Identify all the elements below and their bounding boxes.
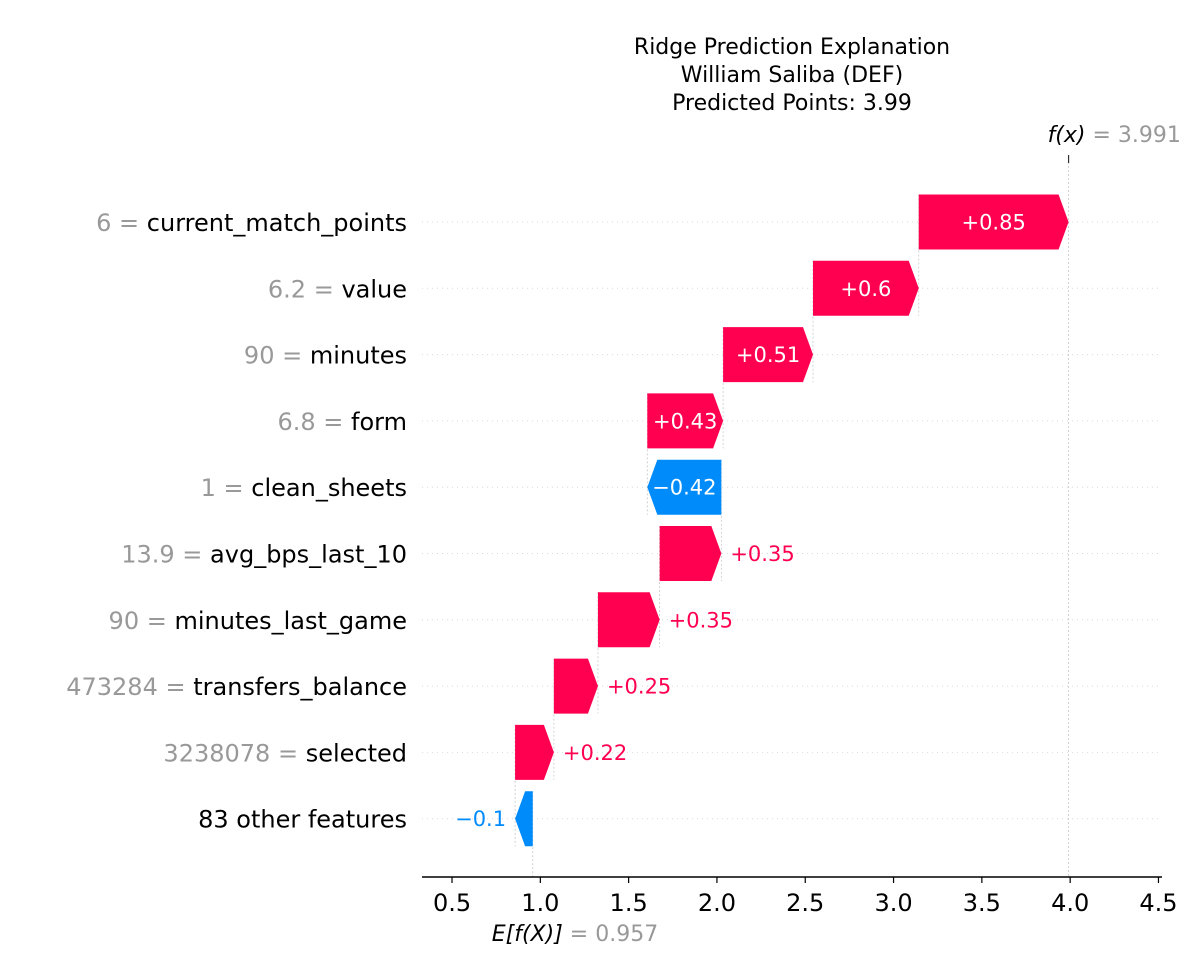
bar-value-label: +0.35 — [669, 608, 733, 632]
contribution-bars: +0.85 +0.6 +0.51 +0.43 −0.42 +0.35 +0.35 +0.25 +… — [455, 194, 1069, 847]
feature-label: 90 = minutes — [244, 342, 407, 370]
base-value-text: E[f(X)] = 0.957 — [492, 922, 658, 947]
feature-value: 6.2 — [268, 275, 306, 303]
feature-value: 13.9 — [121, 541, 174, 569]
bar-selected — [515, 724, 554, 780]
bar-value-label: +0.22 — [563, 741, 627, 765]
bar-value-label: +0.51 — [736, 343, 800, 367]
feature-label: 3238078 = selected — [163, 739, 407, 767]
feature-name: avg_bps_last_10 — [210, 541, 407, 569]
bar-value-label: +0.85 — [961, 211, 1025, 235]
feature-name: 83 other features — [198, 806, 407, 834]
output-value-label: f(x) — [1048, 123, 1086, 148]
x-tick-label: 3.5 — [963, 889, 1001, 917]
feature-value: 6.8 — [277, 408, 315, 436]
feature-value: 6 — [96, 209, 111, 237]
bar-value-label: +0.43 — [653, 409, 717, 433]
bar-minutes — [723, 327, 813, 383]
output-value-text: f(x) = 3.991 — [1048, 123, 1181, 148]
connector-lines — [514, 155, 1070, 877]
bar-value-label: +0.25 — [607, 675, 671, 699]
feature-value: 3238078 — [163, 739, 270, 767]
x-tick-label: 2.5 — [786, 889, 824, 917]
feature-value: 1 — [201, 474, 216, 502]
feature-name: clean_sheets — [251, 474, 407, 502]
bar-value-label: −0.42 — [652, 476, 716, 500]
feature-name: value — [341, 275, 407, 303]
bar-value — [812, 260, 919, 316]
x-tick-label: 3.0 — [874, 889, 912, 917]
x-tick-label: 1.0 — [521, 889, 559, 917]
feature-value: 473284 — [66, 673, 158, 701]
feature-name: transfers_balance — [193, 673, 407, 701]
base-value-label: E[f(X)] — [492, 922, 563, 947]
feature-value: 90 — [109, 607, 140, 635]
feature-value: 90 — [244, 342, 275, 370]
feature-label: 6.2 = value — [268, 275, 407, 303]
bar-form — [647, 393, 724, 449]
base-value-annotation: E[f(X)] = 0.957 — [492, 922, 658, 947]
bar-value-label: −0.1 — [455, 807, 506, 831]
title-line: William Saliba (DEF) — [681, 63, 903, 88]
x-tick-label: 1.5 — [610, 889, 648, 917]
bar-clean-sheets — [647, 459, 722, 515]
bar-minutes-last-game — [597, 592, 660, 648]
feature-label: 90 = minutes_last_game — [109, 607, 407, 635]
bar-avg-bps-last-10 — [659, 526, 722, 581]
bar-value-label: +0.6 — [840, 277, 891, 301]
feature-label: 13.9 = avg_bps_last_10 — [121, 541, 407, 569]
x-tick-label: 2.0 — [698, 889, 736, 917]
title-line: Ridge Prediction Explanation — [634, 35, 950, 60]
feature-label: 83 other features — [198, 806, 407, 834]
title-line: Predicted Points: 3.99 — [672, 91, 912, 116]
feature-label: 6 = current_match_points — [96, 209, 407, 237]
bar-83-other-features — [515, 791, 533, 847]
feature-label: 473284 = transfers_balance — [66, 673, 407, 701]
x-tick-label: 4.0 — [1051, 889, 1089, 917]
x-axis: 0.5 1.0 1.5 2.0 2.5 3.0 3.5 4.0 4.5 — [422, 876, 1178, 917]
bar-current-match-points — [918, 194, 1069, 250]
x-tick-label: 4.5 — [1139, 889, 1177, 917]
chart-title: Ridge Prediction Explanation William Sali… — [634, 35, 950, 116]
feature-name: minutes_last_game — [174, 607, 407, 635]
feature-name: selected — [306, 739, 407, 767]
base-value-number: 0.957 — [595, 922, 658, 947]
x-tick-label: 0.5 — [433, 889, 471, 917]
bar-value-label: +0.35 — [730, 542, 794, 566]
feature-labels: 6 = current_match_points 6.2 = value 90 = … — [66, 209, 407, 834]
bar-transfers-balance — [553, 658, 598, 714]
feature-label: 6.8 = form — [277, 408, 407, 436]
output-value-number: 3.991 — [1118, 123, 1181, 148]
feature-name: form — [351, 408, 407, 436]
output-value-annotation: f(x) = 3.991 — [1048, 123, 1181, 148]
feature-name: current_match_points — [147, 209, 407, 237]
feature-label: 1 = clean_sheets — [201, 474, 407, 502]
feature-name: minutes — [310, 342, 407, 370]
